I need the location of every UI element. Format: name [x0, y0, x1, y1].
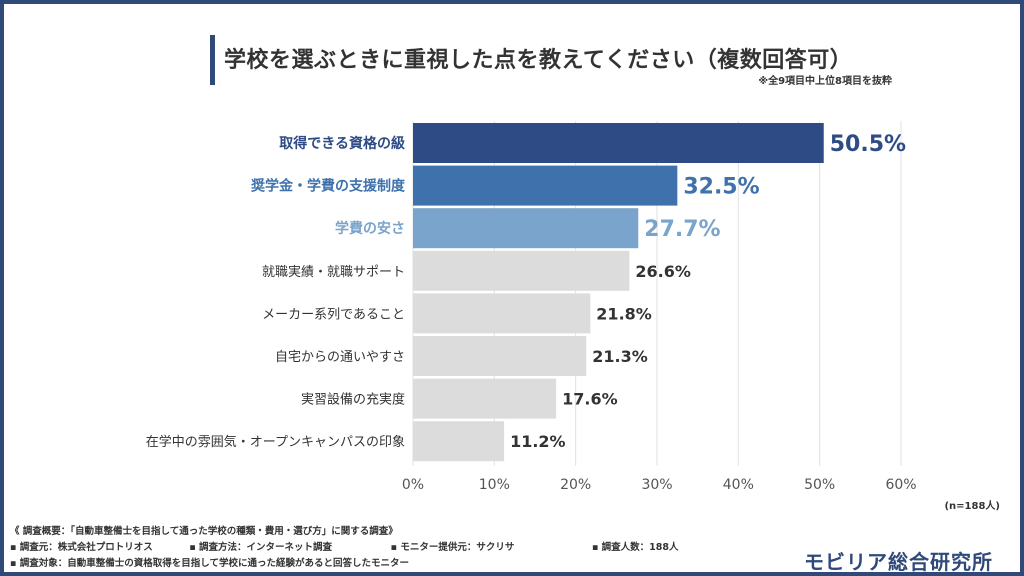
- title-accent-bar: [210, 35, 215, 85]
- category-label: 就職実績・就職サポート: [262, 264, 405, 280]
- x-tick-label: 60%: [885, 477, 916, 493]
- survey-overview: 《 調査概要：「自動車整備士を目指して通った学校の種類・費用・選び方」に関する調…: [10, 526, 398, 537]
- category-label: メーカー系列であること: [262, 307, 405, 322]
- value-label: 11.2%: [510, 432, 566, 451]
- bar: [413, 378, 557, 419]
- category-label: 学費の安さ: [335, 220, 405, 237]
- category-label: 取得できる資格の級: [279, 135, 405, 152]
- value-label: 32.5%: [683, 175, 759, 200]
- x-tick-label: 50%: [804, 477, 835, 493]
- survey-monitor: ▪ モニター提供元：サクリサ: [390, 542, 515, 553]
- survey-target: ▪ 調査対象：自動車整備士の資格取得を目指して学校に通った経験があると回答したモ…: [10, 558, 409, 569]
- x-tick-label: 0%: [402, 477, 424, 493]
- survey-method: ▪ 調査方法：インターネット調査: [189, 542, 333, 553]
- value-label: 17.6%: [562, 390, 618, 409]
- value-label: 27.7%: [644, 217, 720, 242]
- x-tick-label: 20%: [560, 477, 591, 493]
- chart-card: 学校を選ぶときに重視した点を教えてください（複数回答可） ※全9項目中上位8項目…: [4, 4, 1020, 572]
- chart-note: ※全9項目中上位8項目を抜粋: [758, 76, 892, 87]
- value-label: 50.5%: [830, 132, 906, 157]
- category-label: 奨学金・学費の支援制度: [251, 178, 406, 195]
- survey-footer: 《 調査概要：「自動車整備士を目指して通った学校の種類・費用・選び方」に関する調…: [10, 524, 768, 572]
- category-label: 在学中の雰囲気・オープンキャンパスの印象: [146, 434, 405, 450]
- bar: [413, 293, 591, 334]
- survey-meta-row: ▪ 調査元：株式会社プロトリオス ▪ 調査方法：インターネット調査 ▪ モニター…: [10, 540, 768, 556]
- bar: [413, 336, 587, 376]
- value-label: 26.6%: [635, 262, 691, 281]
- bar: [413, 421, 505, 462]
- category-label: 実習設備の充実度: [301, 392, 405, 408]
- bar: [413, 250, 630, 291]
- value-label: 21.3%: [592, 347, 648, 366]
- category-label: 自宅からの通いやすさ: [275, 350, 405, 365]
- brand-logo: モビリア総合研究所: [804, 550, 993, 572]
- chart-title: 学校を選ぶときに重視した点を教えてください（複数回答可）: [224, 48, 853, 73]
- survey-respondents: ▪ 調査人数：188人: [591, 542, 679, 553]
- x-tick-label: 30%: [641, 477, 672, 493]
- x-tick-label: 10%: [479, 477, 510, 493]
- sample-size-label: (n=188人): [944, 501, 1000, 512]
- bar: [413, 208, 639, 249]
- survey-source: ▪ 調査元：株式会社プロトリオス: [10, 542, 153, 553]
- bar-chart: 0% 10% 20% 30% 40% 50% 60% 取得できる資格の級 50.5% 奨学金・学費…: [146, 121, 917, 493]
- bar: [413, 165, 678, 206]
- value-label: 21.8%: [596, 304, 652, 323]
- x-tick-label: 40%: [723, 477, 754, 493]
- bar: [413, 123, 824, 163]
